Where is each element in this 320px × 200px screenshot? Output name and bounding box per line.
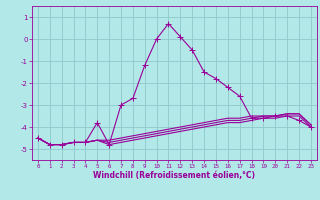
X-axis label: Windchill (Refroidissement éolien,°C): Windchill (Refroidissement éolien,°C) bbox=[93, 171, 255, 180]
